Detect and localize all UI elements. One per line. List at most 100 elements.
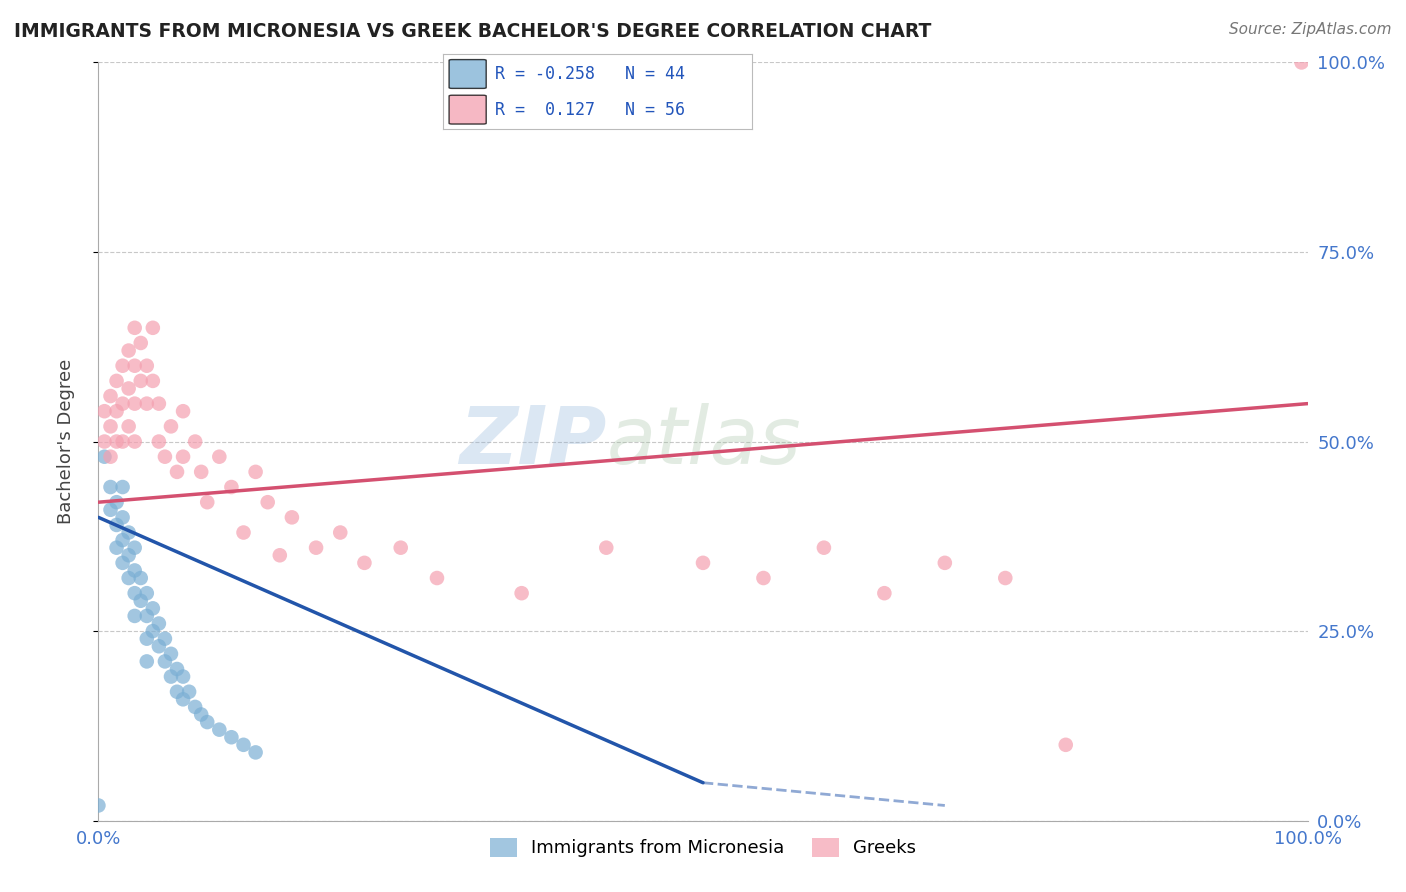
Point <box>232 525 254 540</box>
Point <box>195 495 218 509</box>
Point <box>105 517 128 532</box>
Point <box>245 465 267 479</box>
Point <box>1054 738 1077 752</box>
Point <box>105 495 128 509</box>
Point <box>135 359 157 373</box>
Point <box>166 685 188 699</box>
Point <box>100 419 122 434</box>
Point <box>118 382 141 396</box>
Text: R = -0.258   N = 44: R = -0.258 N = 44 <box>495 65 686 83</box>
Point <box>221 730 243 744</box>
Point <box>135 655 157 669</box>
Point <box>934 556 956 570</box>
Point <box>124 359 146 373</box>
Point <box>353 556 375 570</box>
Point <box>118 571 141 585</box>
Point <box>111 434 134 449</box>
Point <box>994 571 1017 585</box>
Point <box>105 374 128 388</box>
Y-axis label: Bachelor's Degree: Bachelor's Degree <box>56 359 75 524</box>
Point <box>160 669 183 683</box>
Point <box>329 525 352 540</box>
Point <box>269 548 291 563</box>
Point <box>93 450 115 464</box>
Point <box>129 571 152 585</box>
Legend: Immigrants from Micronesia, Greeks: Immigrants from Micronesia, Greeks <box>482 830 924 864</box>
Point <box>172 404 194 418</box>
Point <box>208 450 231 464</box>
Point <box>184 699 207 714</box>
Point <box>160 419 183 434</box>
Point <box>124 608 146 623</box>
FancyBboxPatch shape <box>449 60 486 88</box>
Point <box>305 541 328 555</box>
Point <box>111 396 134 410</box>
Point <box>208 723 231 737</box>
Point <box>100 389 122 403</box>
Point <box>111 556 134 570</box>
Point <box>166 662 188 676</box>
Point <box>129 594 152 608</box>
Point <box>160 647 183 661</box>
Point <box>124 434 146 449</box>
Text: Source: ZipAtlas.com: Source: ZipAtlas.com <box>1229 22 1392 37</box>
Point <box>100 503 122 517</box>
Point <box>135 608 157 623</box>
Point <box>135 586 157 600</box>
Point <box>148 639 170 653</box>
Point <box>172 669 194 683</box>
Point <box>111 533 134 548</box>
Point <box>813 541 835 555</box>
Point <box>111 480 134 494</box>
Point <box>256 495 278 509</box>
Point <box>100 450 122 464</box>
Point <box>221 480 243 494</box>
Point <box>692 556 714 570</box>
Point <box>100 480 122 494</box>
Point <box>510 586 533 600</box>
Point <box>118 419 141 434</box>
Point <box>124 586 146 600</box>
Point <box>281 510 304 524</box>
Point <box>142 320 165 334</box>
Text: ZIP: ZIP <box>458 402 606 481</box>
Point <box>118 343 141 358</box>
Point <box>135 632 157 646</box>
Point <box>124 320 146 334</box>
Point <box>111 510 134 524</box>
Point <box>595 541 617 555</box>
Point <box>118 548 141 563</box>
Text: atlas: atlas <box>606 402 801 481</box>
Point <box>111 359 134 373</box>
Text: R =  0.127   N = 56: R = 0.127 N = 56 <box>495 101 686 119</box>
Point <box>389 541 412 555</box>
Point <box>426 571 449 585</box>
Point <box>190 465 212 479</box>
Point <box>166 465 188 479</box>
Point <box>142 624 165 639</box>
Point <box>172 692 194 706</box>
Point <box>153 450 176 464</box>
Point <box>93 434 115 449</box>
Point <box>142 374 165 388</box>
Point <box>190 707 212 722</box>
Point <box>118 525 141 540</box>
Point <box>105 404 128 418</box>
Point <box>129 374 152 388</box>
Point <box>105 541 128 555</box>
Point <box>148 616 170 631</box>
Point <box>148 434 170 449</box>
Point <box>873 586 896 600</box>
Point <box>148 396 170 410</box>
Point <box>124 541 146 555</box>
Point <box>232 738 254 752</box>
Point <box>153 655 176 669</box>
Point <box>87 798 110 813</box>
Point <box>1291 55 1313 70</box>
Point <box>135 396 157 410</box>
Point <box>195 715 218 730</box>
Point <box>179 685 201 699</box>
Point <box>105 434 128 449</box>
Point <box>142 601 165 615</box>
Point <box>129 335 152 350</box>
